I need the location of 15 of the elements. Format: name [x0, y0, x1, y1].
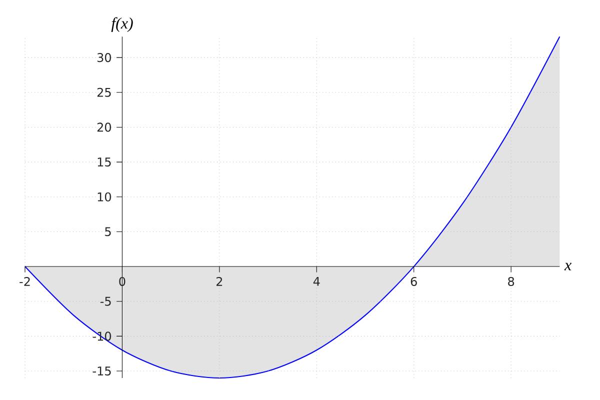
x-tick-label: 4 [313, 276, 320, 286]
x-axis-title: x [564, 262, 572, 270]
y-tick-label: 20 [97, 122, 112, 132]
y-tick-label: 25 [97, 88, 111, 97]
x-tick-label: -2 [20, 276, 30, 286]
y-tick-label: -5 [100, 296, 111, 306]
y-axis-title: f(x) [111, 17, 133, 32]
y-tick-label: 5 [105, 227, 111, 236]
y-tick-label: 30 [97, 53, 112, 62]
y-tick-label: 10 [98, 192, 112, 202]
x-tick-label: 6 [410, 276, 417, 286]
y-tick-label: -15 [92, 366, 111, 376]
x-tick-label: 2 [216, 276, 222, 286]
y-tick-label: 15 [98, 158, 111, 167]
x-tick-label: 8 [508, 276, 514, 286]
